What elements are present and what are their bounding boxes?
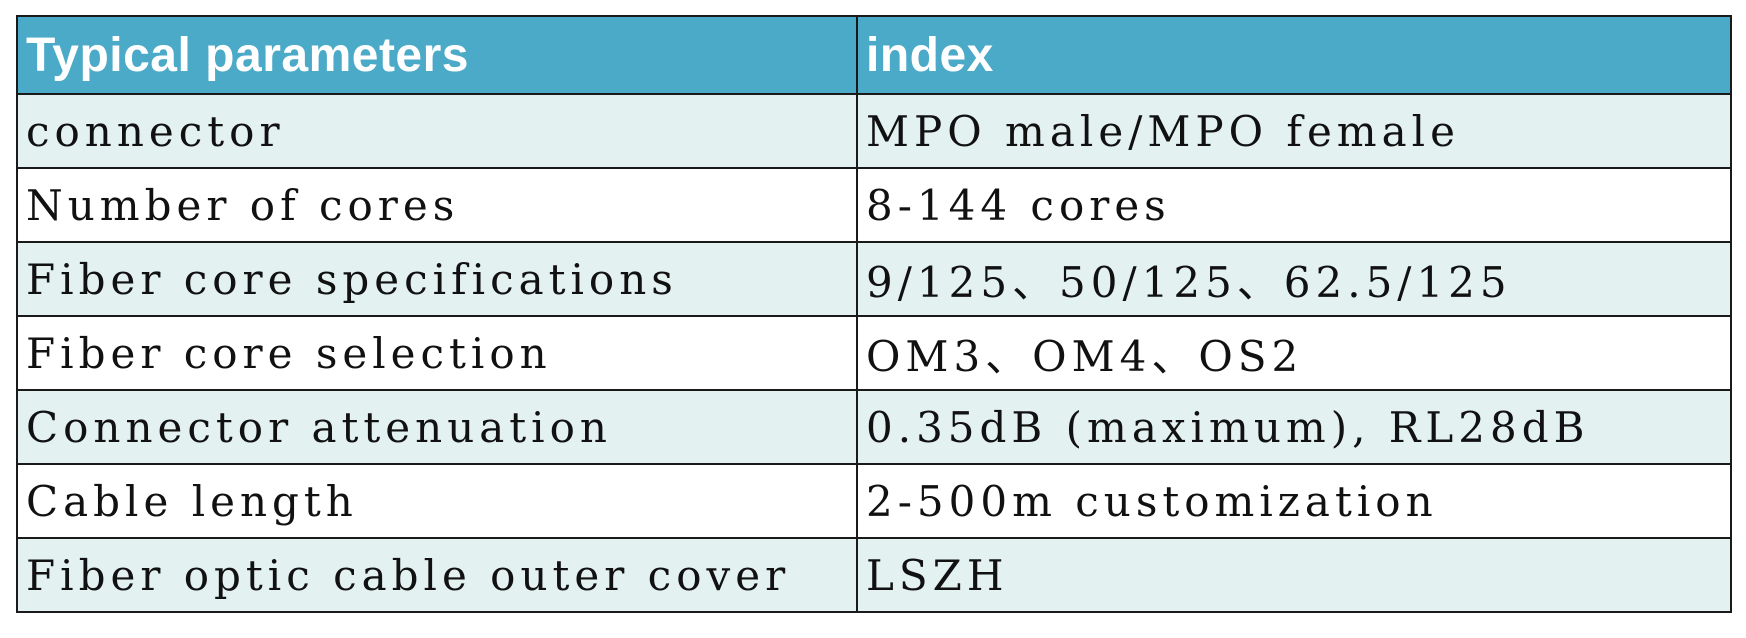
- parameter-cell: Connector attenuation: [16, 389, 858, 465]
- parameter-cell: Fiber core specifications: [16, 241, 858, 317]
- table-row: Number of cores 8-144 cores: [16, 167, 1732, 243]
- table-row: connector MPO male/MPO female: [16, 93, 1732, 169]
- parameter-cell: Cable length: [16, 463, 858, 539]
- value-cell: 9/125、50/125、62.5/125: [856, 241, 1732, 317]
- value-cell: 8-144 cores: [856, 167, 1732, 243]
- parameter-cell: connector: [16, 93, 858, 169]
- parameter-cell: Fiber optic cable outer cover: [16, 537, 858, 613]
- header-typical-parameters: Typical parameters: [16, 15, 858, 95]
- parameter-cell: Number of cores: [16, 167, 858, 243]
- header-index: index: [856, 15, 1732, 95]
- table-row: Fiber optic cable outer cover LSZH: [16, 537, 1732, 613]
- value-cell: LSZH: [856, 537, 1732, 613]
- value-cell: 0.35dB (maximum), RL28dB: [856, 389, 1732, 465]
- value-cell: 2-500m customization: [856, 463, 1732, 539]
- parameter-cell: Fiber core selection: [16, 315, 858, 391]
- table-row: Connector attenuation 0.35dB (maximum), …: [16, 389, 1732, 465]
- table-header-row: Typical parameters index: [16, 15, 1732, 95]
- table-row: Fiber core specifications 9/125、50/125、6…: [16, 241, 1732, 317]
- value-cell: OM3、OM4、OS2: [856, 315, 1732, 391]
- value-cell: MPO male/MPO female: [856, 93, 1732, 169]
- parameters-table: Typical parameters index connector MPO m…: [16, 15, 1732, 613]
- table-row: Cable length 2-500m customization: [16, 463, 1732, 539]
- table-row: Fiber core selection OM3、OM4、OS2: [16, 315, 1732, 391]
